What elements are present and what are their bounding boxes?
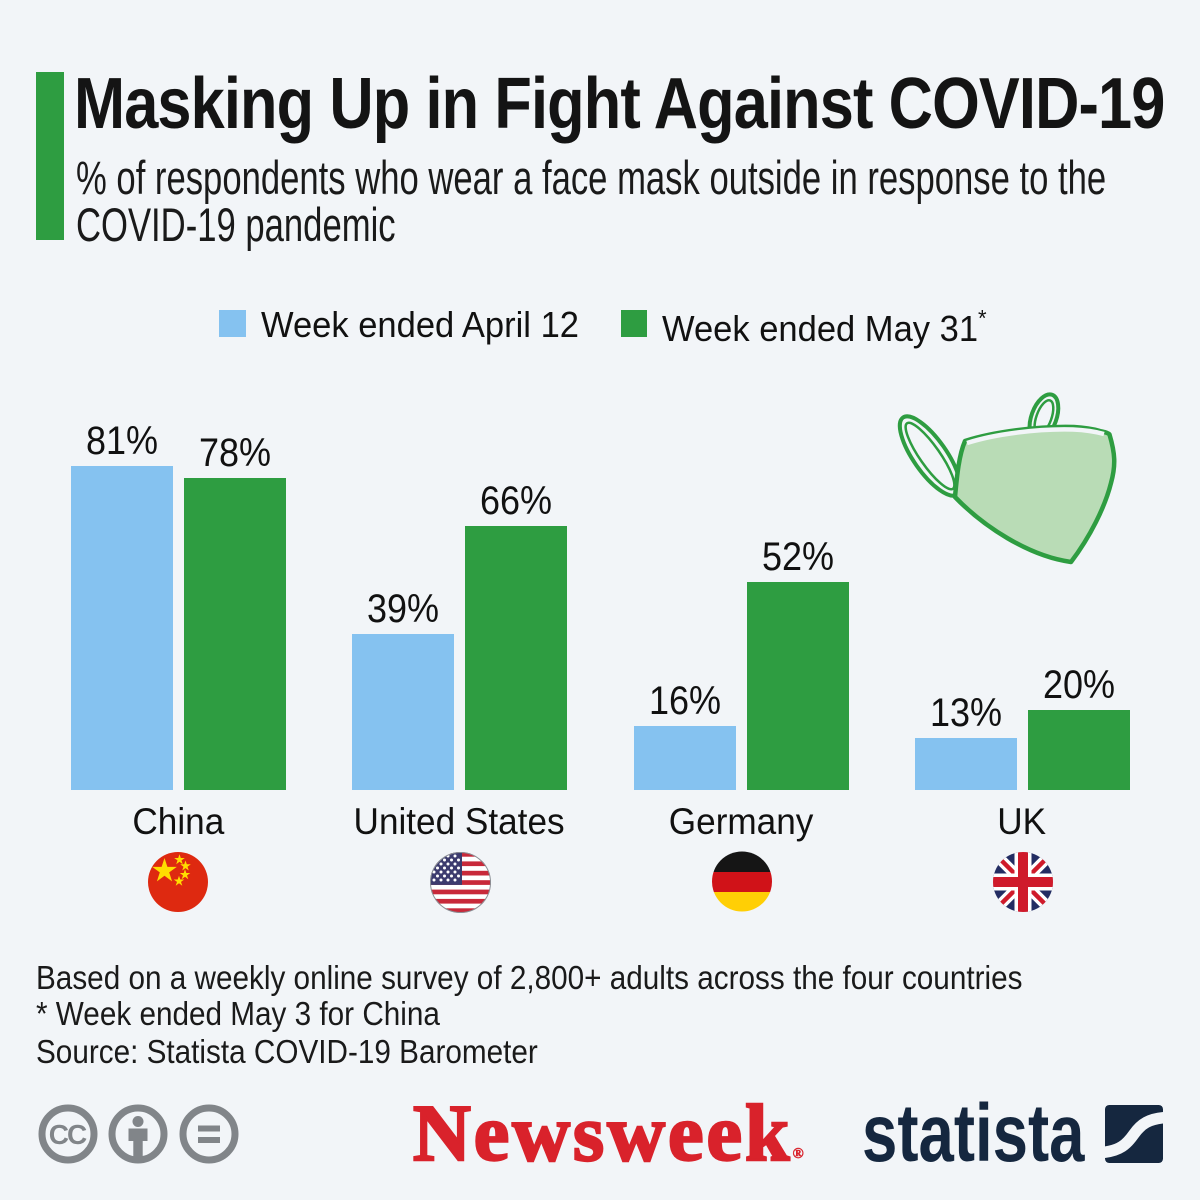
svg-text:CC: CC [49,1119,87,1150]
